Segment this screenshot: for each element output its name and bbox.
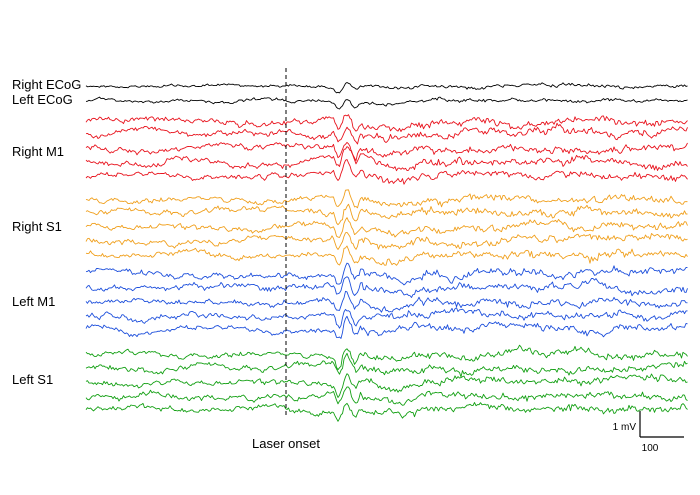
- trace-left-s1-3: [85, 373, 688, 398]
- trace-left-ecog-1: [85, 96, 688, 110]
- laser-onset-label: Laser onset: [252, 436, 320, 451]
- group-label-left-s1: Left S1: [12, 372, 53, 387]
- trace-right-m1-2: [85, 122, 688, 145]
- group-label-right-ecog: Right ECoG: [12, 77, 81, 92]
- group-label-left-m1: Left M1: [12, 294, 55, 309]
- trace-right-m1-4: [85, 146, 688, 172]
- trace-right-s1-2: [85, 203, 688, 226]
- trace-left-m1-4: [85, 307, 688, 329]
- group-label-left-ecog: Left ECoG: [12, 92, 73, 107]
- scale-bar-time-label: 100: [642, 443, 659, 454]
- trace-left-s1-4: [85, 386, 688, 406]
- trace-left-s1-5: [85, 402, 688, 422]
- trace-left-s1-1: [85, 344, 688, 371]
- group-label-right-s1: Right S1: [12, 219, 62, 234]
- trace-right-s1-4: [85, 231, 688, 250]
- trace-right-m1-3: [85, 141, 688, 162]
- trace-right-s1-1: [85, 189, 688, 209]
- scale-bar-amplitude-label: 1 mV: [613, 422, 637, 433]
- trace-right-s1-5: [85, 245, 688, 266]
- trace-lines: [85, 82, 688, 422]
- trace-right-s1-3: [85, 217, 688, 238]
- trace-left-m1-5: [85, 315, 688, 339]
- trace-left-m1-1: [85, 262, 688, 286]
- trace-right-ecog-1: [85, 82, 688, 94]
- trace-left-m1-3: [85, 290, 688, 313]
- group-label-right-m1: Right M1: [12, 144, 64, 159]
- trace-left-m1-2: [85, 276, 688, 298]
- trace-left-s1-2: [85, 352, 688, 378]
- scale-bar: 1 mV 100: [613, 411, 684, 454]
- trace-right-m1-5: [85, 159, 688, 185]
- trace-right-m1-1: [85, 114, 688, 132]
